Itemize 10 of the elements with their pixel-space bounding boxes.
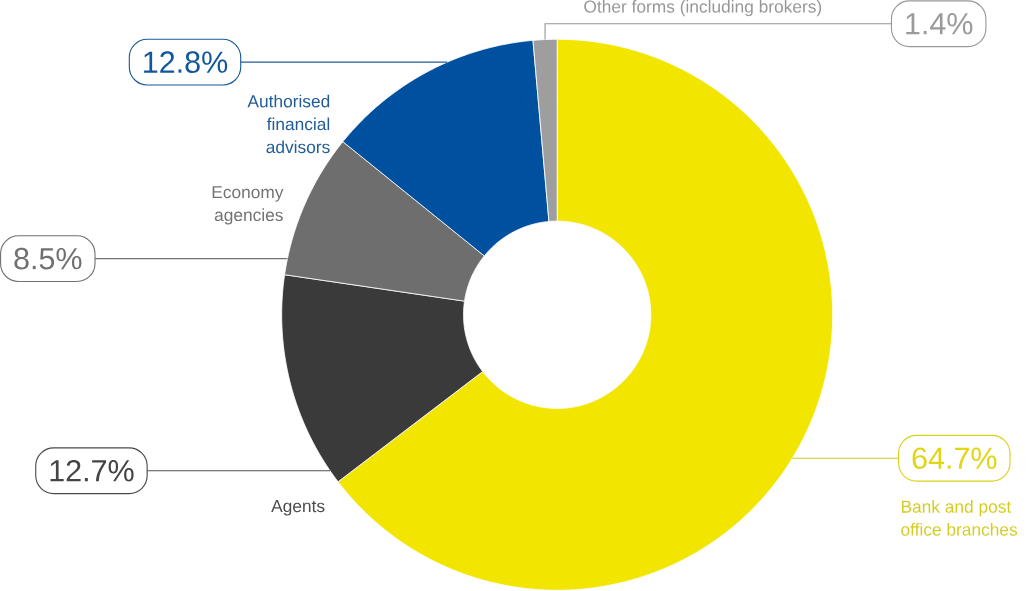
slice-label: Agents <box>271 500 325 516</box>
slice-label: Economy agencies <box>212 186 284 225</box>
data-label: 12.8% <box>144 51 228 74</box>
data-label: 1.4% <box>906 13 973 35</box>
slice-label: Bank and post office branches <box>901 500 1018 536</box>
slice-label: Other forms (including brokers) <box>584 0 822 17</box>
slice-label: Authorised financial advisors <box>247 94 330 154</box>
data-label: 12.7% <box>50 460 134 482</box>
data-label: 64.7% <box>912 447 997 470</box>
data-label: 8.5% <box>14 247 82 270</box>
